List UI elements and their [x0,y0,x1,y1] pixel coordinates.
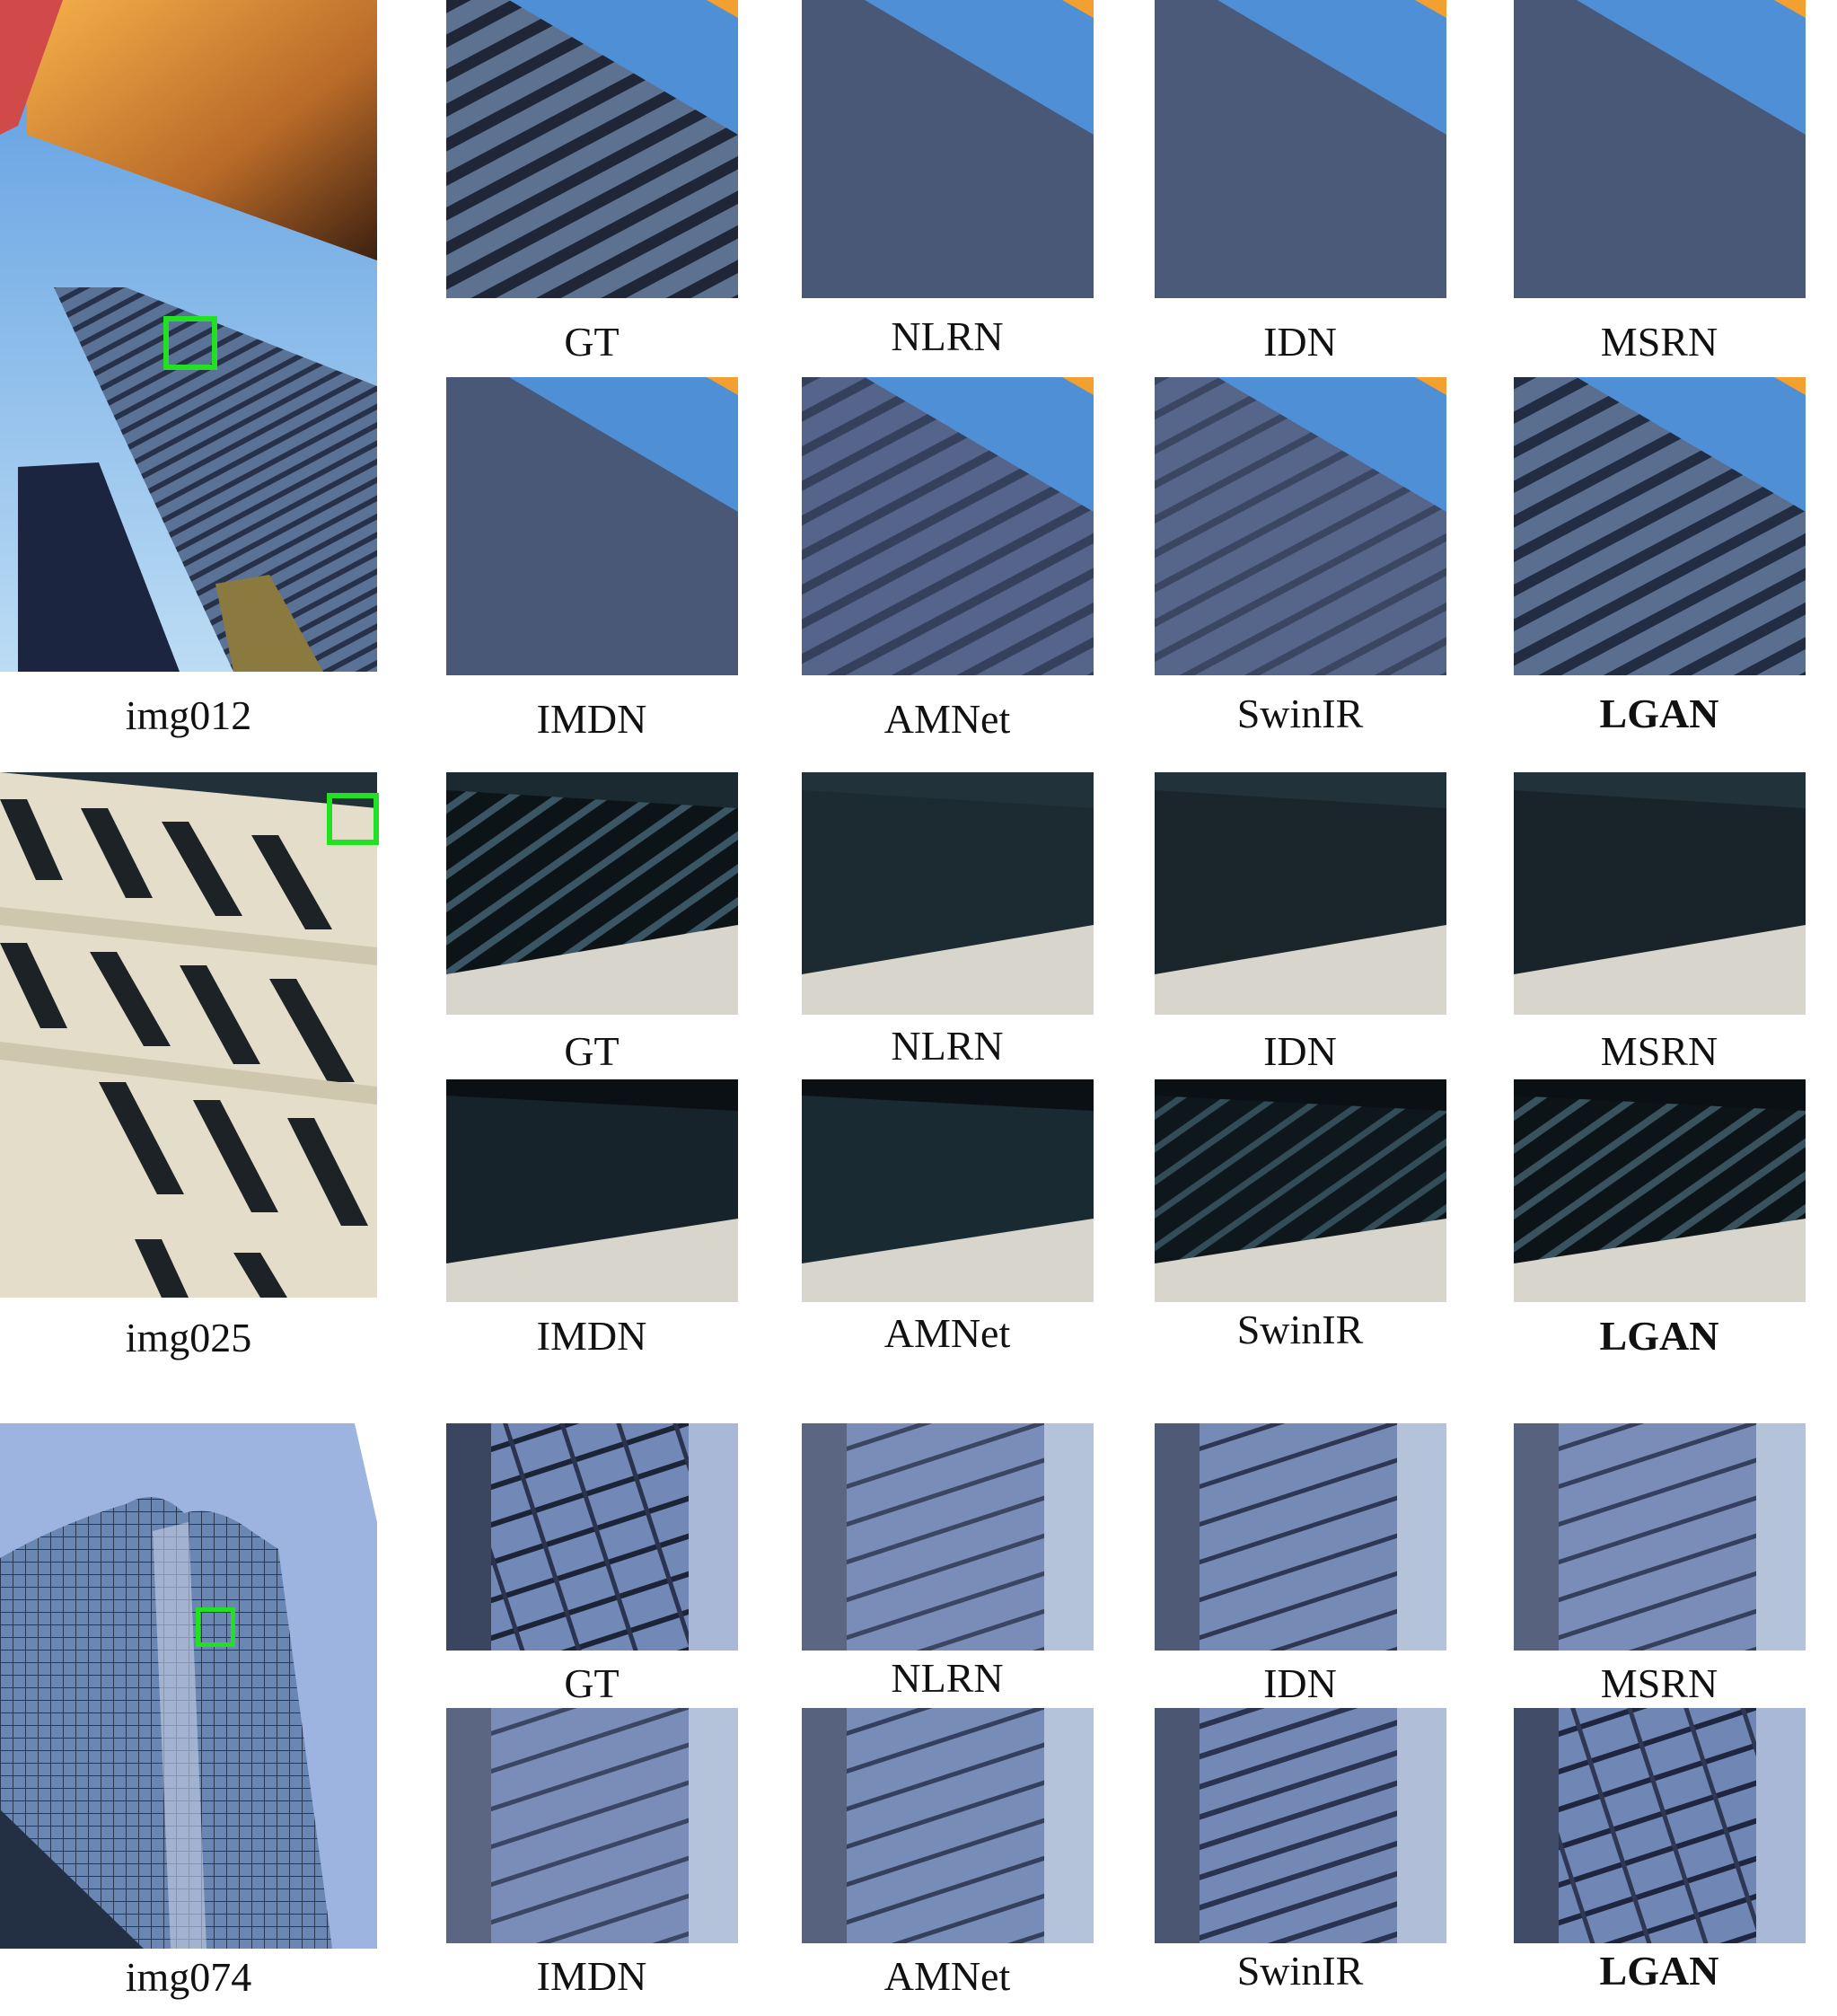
label-img025-nlrn: NLRN [891,1023,1004,1069]
label-img012-imdn: IMDN [536,696,647,742]
label-img074-nlrn: NLRN [891,1655,1004,1701]
label-img074-lgan: LGAN [1599,1948,1719,1994]
label-img025-gt: GT [564,1028,620,1074]
label-img012-nlrn: NLRN [891,313,1004,359]
image-name-img025: img025 [125,1315,252,1360]
label-img012-msrn: MSRN [1600,319,1718,365]
label-img074-imdn: IMDN [536,1953,647,1999]
crop-img074-idn [1155,1423,1446,1651]
crop-img012-gt [446,0,738,298]
label-img012-swinir: SwinIR [1236,691,1364,736]
label-img025-msrn: MSRN [1600,1028,1718,1074]
label-img025-swinir: SwinIR [1236,1307,1364,1352]
highlight-box-img012 [163,316,217,370]
crop-img074-imdn [446,1708,738,1943]
highlight-box-img025 [327,793,379,845]
main-image-img074 [0,1423,377,1949]
label-img012-gt: GT [564,319,620,365]
crop-img025-msrn [1514,772,1806,1015]
label-img074-gt: GT [564,1660,620,1706]
label-img025-imdn: IMDN [536,1313,647,1359]
label-img025-idn: IDN [1263,1028,1337,1074]
crop-img012-idn [1155,0,1446,298]
crop-img012-imdn [446,377,738,675]
label-img074-idn: IDN [1263,1660,1337,1706]
image-name-img074: img074 [125,1954,252,2000]
crop-img025-gt [446,772,738,1015]
highlight-box-img074 [196,1607,235,1647]
main-image-img025 [0,772,377,1298]
crop-img025-nlrn [802,772,1094,1015]
crop-img074-nlrn [802,1423,1094,1651]
crop-img074-gt [446,1423,738,1651]
crop-img025-imdn [446,1079,738,1302]
label-img012-lgan: LGAN [1599,691,1719,736]
crop-img025-lgan [1514,1079,1806,1302]
label-img074-swinir: SwinIR [1236,1948,1364,1994]
image-name-img012: img012 [125,692,252,738]
label-img025-amnet: AMNet [883,1310,1011,1356]
crop-img025-swinir [1155,1079,1446,1302]
crop-img012-swinir [1155,377,1446,675]
crop-img012-nlrn [802,0,1094,298]
crop-img025-idn [1155,772,1446,1015]
label-img012-amnet: AMNet [883,696,1011,742]
crop-img074-amnet [802,1708,1094,1943]
crop-img012-msrn [1514,0,1806,298]
crop-img012-lgan [1514,377,1806,675]
main-image-img012 [0,0,377,672]
label-img012-idn: IDN [1263,319,1337,365]
crop-img012-amnet [802,377,1094,675]
label-img074-amnet: AMNet [883,1953,1011,1999]
label-img025-lgan: LGAN [1599,1313,1719,1359]
crop-img074-swinir [1155,1708,1446,1943]
crop-img074-msrn [1514,1423,1806,1651]
crop-img074-lgan [1514,1708,1806,1943]
label-img074-msrn: MSRN [1600,1660,1718,1706]
crop-img025-amnet [802,1079,1094,1302]
